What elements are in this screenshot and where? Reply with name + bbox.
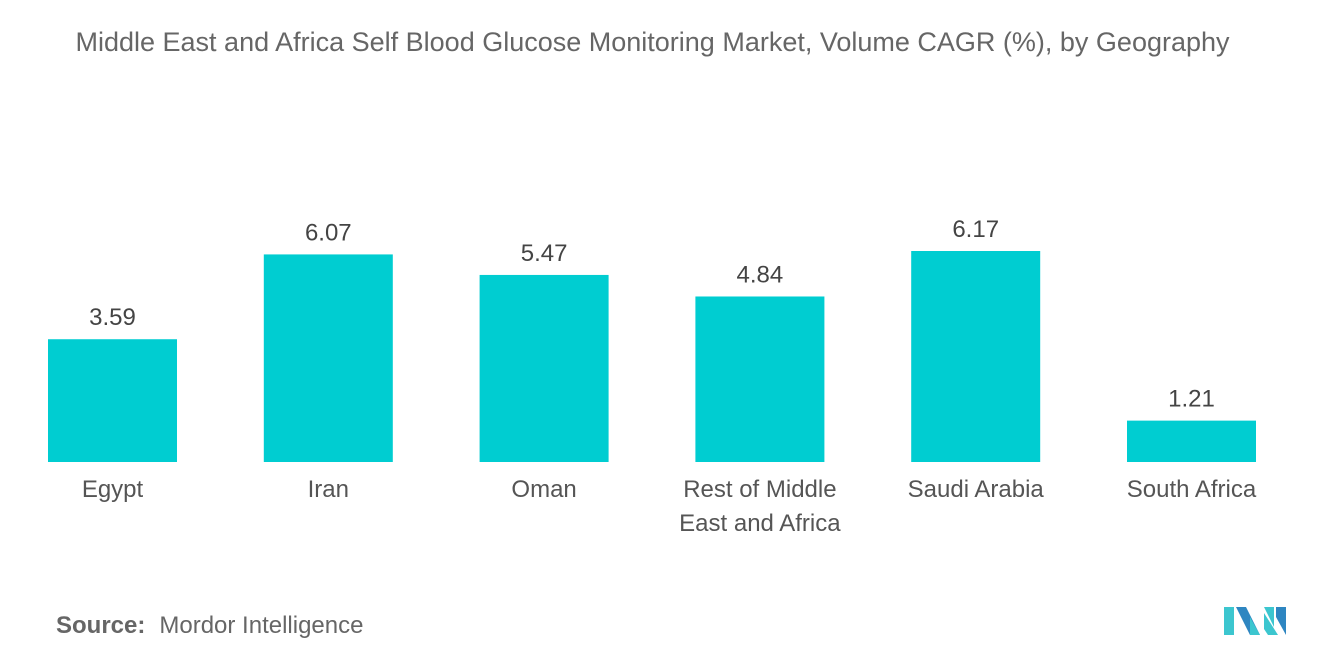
data-label: 3.59 [89, 304, 136, 331]
category-label: South Africa [1127, 476, 1257, 503]
data-label: 4.84 [737, 261, 784, 288]
bar-0 [48, 339, 177, 462]
bar-5 [1127, 420, 1256, 462]
bar-chart: 3.59 Egypt 6.07 Iran 5.47 Oman 4.84 Rest of Mid… [48, 216, 1257, 537]
bar-4 [911, 251, 1041, 462]
category-label: Iran [308, 476, 349, 503]
source-value: Mordor Intelligence [159, 612, 364, 639]
data-label: 6.17 [952, 216, 999, 243]
category-label: Saudi Arabia [908, 476, 1045, 503]
bar-3 [695, 296, 825, 462]
source-label: Source: [56, 612, 146, 639]
data-label: 5.47 [521, 240, 568, 267]
source-note: Source: Mordor Intelligence [56, 612, 363, 640]
data-label: 1.21 [1168, 386, 1215, 413]
category-label: East and Africa [679, 510, 841, 537]
category-label: Egypt [82, 476, 144, 503]
mordor-intelligence-logo [1224, 607, 1286, 635]
category-label: Oman [511, 476, 576, 503]
chart-title: Middle East and Africa Self Blood Glucos… [75, 27, 1230, 57]
bar-1 [263, 254, 393, 462]
category-label: Rest of Middle [683, 476, 836, 503]
data-label: 6.07 [305, 219, 352, 246]
bar-2 [479, 274, 609, 462]
